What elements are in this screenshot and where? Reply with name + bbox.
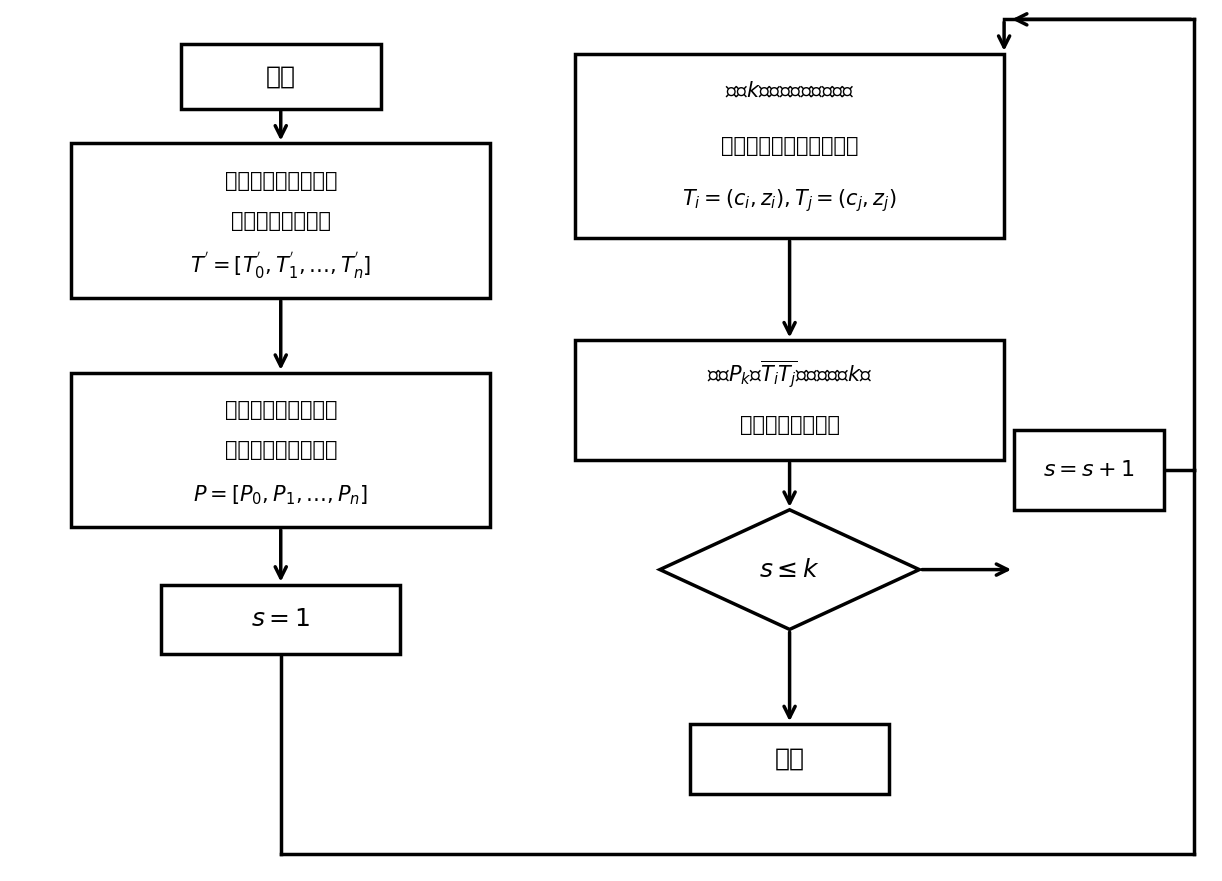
Text: 开始: 开始 — [265, 64, 296, 88]
Polygon shape — [660, 510, 919, 629]
Text: 型中的车辆位置信息: 型中的车辆位置信息 — [225, 440, 337, 460]
Text: 提取道路网络模型中: 提取道路网络模型中 — [225, 171, 337, 191]
Text: $T_i=(c_i,z_i),T_j=(c_j,z_j)$: $T_i=(c_i,z_i),T_j=(c_j,z_j)$ — [682, 188, 897, 214]
Text: 输出$P_k$到$\overline{T_iT_j}$的距离，即$k$时: 输出$P_k$到$\overline{T_iT_j}$的距离，即$k$时 — [706, 359, 873, 391]
Text: $s=s+1$: $s=s+1$ — [1042, 460, 1135, 480]
Text: 结束: 结束 — [775, 747, 804, 771]
Bar — [1014, 430, 1163, 510]
Text: 离车辆位置最近的两个点: 离车辆位置最近的两个点 — [721, 136, 858, 156]
Bar — [71, 144, 490, 298]
Bar — [161, 585, 401, 655]
Text: $P=[P_0,P_1,\ldots,P_n]$: $P=[P_0,P_1,\ldots,P_n]$ — [193, 483, 368, 507]
Text: $s=1$: $s=1$ — [251, 607, 310, 632]
Text: 智能驾驶车辆运动模: 智能驾驶车辆运动模 — [225, 400, 337, 420]
Text: $s\leq k$: $s\leq k$ — [759, 558, 820, 581]
Text: 计算$k$时刻车道中心线上距: 计算$k$时刻车道中心线上距 — [725, 81, 854, 101]
Bar — [576, 54, 1004, 238]
Text: 的车道中心线信息: 的车道中心线信息 — [231, 211, 331, 231]
Bar — [576, 340, 1004, 460]
Text: 刻车辆的横向偏差: 刻车辆的横向偏差 — [739, 415, 840, 435]
Bar — [181, 44, 380, 108]
Bar — [71, 373, 490, 527]
Bar — [690, 724, 890, 794]
Text: $T^{'}=[T_0^{'},T_1^{'},\ldots,T_n^{'}]$: $T^{'}=[T_0^{'},T_1^{'},\ldots,T_n^{'}]$ — [191, 250, 371, 281]
